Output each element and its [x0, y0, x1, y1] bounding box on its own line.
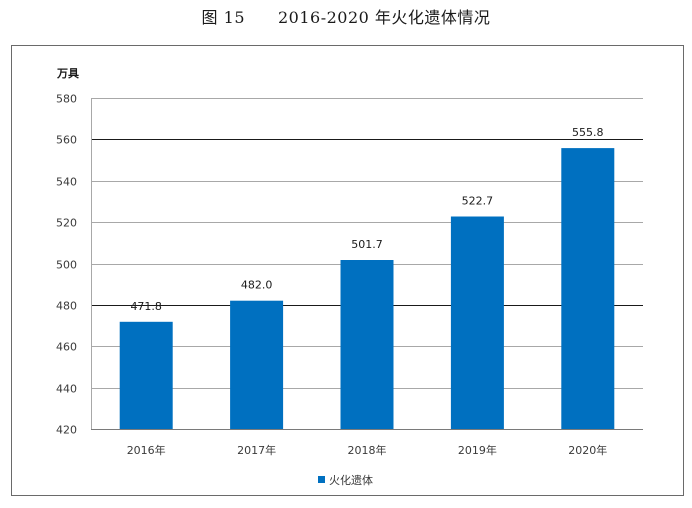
x-tick-label: 2016年 [127, 443, 166, 457]
y-tick-label: 520 [56, 217, 77, 230]
data-label: 522.7 [462, 195, 494, 208]
x-tick-label: 2018年 [348, 443, 387, 457]
y-tick-label: 580 [56, 93, 77, 106]
y-tick-label: 420 [56, 424, 77, 437]
bar [230, 300, 284, 429]
bar [119, 321, 173, 429]
legend-label: 火化遗体 [329, 473, 373, 487]
y-tick-label: 540 [56, 176, 77, 189]
y-unit-label: 万具 [56, 67, 79, 80]
data-label: 501.7 [351, 238, 383, 251]
y-tick-label: 500 [56, 259, 77, 272]
data-label: 555.8 [572, 126, 604, 139]
bars [119, 148, 615, 429]
data-labels: 471.8 482.0 501.7 522.7 555.8 [130, 126, 603, 313]
y-tick-label: 480 [56, 300, 77, 313]
legend: 火化遗体 [318, 473, 373, 487]
bar [340, 260, 394, 429]
legend-swatch [318, 476, 325, 483]
x-tick-label: 2017年 [237, 443, 276, 457]
x-tick-label: 2019年 [458, 443, 497, 457]
data-label: 482.0 [241, 279, 273, 292]
axes: 万具 420 440 460 480 500 520 540 560 580 2016年 2017年 2… [56, 67, 643, 457]
x-tick-label: 2020年 [568, 443, 607, 457]
y-tick-label: 440 [56, 383, 77, 396]
data-label: 471.8 [130, 300, 162, 313]
y-tick-label: 560 [56, 134, 77, 147]
bar [450, 216, 504, 429]
bar [561, 148, 615, 429]
y-tick-label: 460 [56, 341, 77, 354]
figure-title: 图 15 2016-2020 年火化遗体情况 [201, 8, 491, 27]
